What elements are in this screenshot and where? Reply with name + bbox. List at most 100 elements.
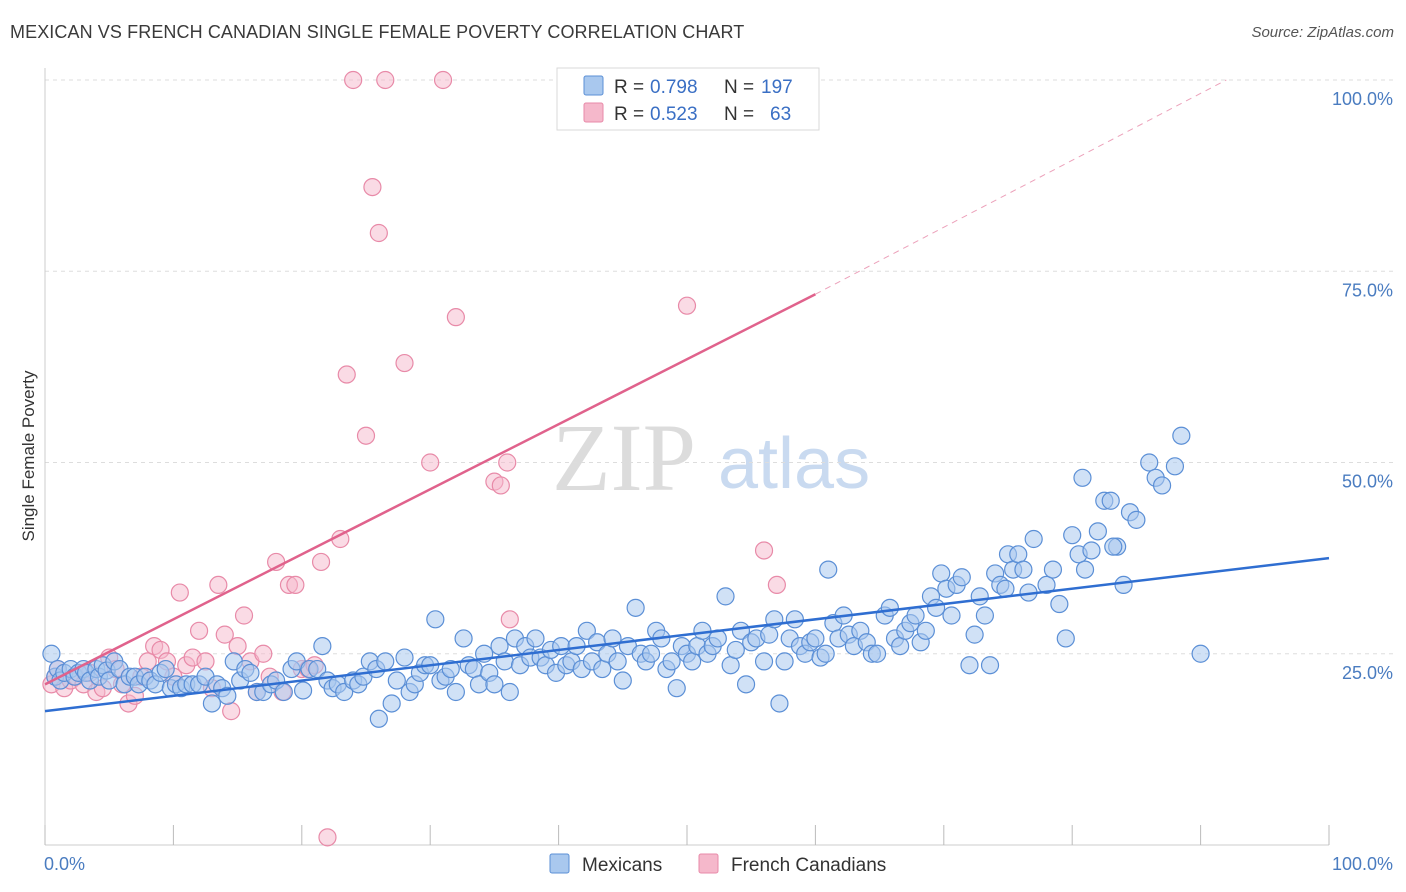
legend-n-label-1: N = (724, 77, 754, 98)
legend-n-label-2: N = (724, 104, 754, 125)
y-tick-label: 25.0% (1342, 663, 1393, 683)
mexicans-point (526, 629, 545, 648)
french-canadians-point (369, 223, 388, 243)
french-canadians-point (234, 606, 254, 625)
mexicans-point (577, 621, 596, 640)
mexicans-point (816, 644, 835, 663)
mexicans-point (490, 636, 509, 656)
mexicans-point (1075, 560, 1095, 579)
mexicans-point (806, 629, 825, 648)
french-canadians-point (228, 636, 247, 656)
mexicans-point (970, 587, 989, 606)
mexicans-trend-line (44, 556, 1330, 713)
french-canadians-trend-extension (815, 79, 1227, 295)
watermark-atlas: atlas (718, 424, 870, 504)
source-credit: Source: ZipAtlas.com (1251, 24, 1394, 41)
chart-title: MEXICAN VS FRENCH CANADIAN SINGLE FEMALE… (10, 22, 745, 42)
legend-swatch-french-canadians (583, 102, 604, 123)
french-canadians-point (196, 652, 215, 671)
mexicans-point (667, 679, 686, 698)
mexicans-point (891, 636, 910, 656)
grid-layer (45, 79, 1394, 655)
french-canadians-point (311, 552, 331, 572)
mexicans-point (1114, 575, 1133, 595)
mexicans-point (965, 625, 984, 644)
bottom-legend-swatch-french-canadians (698, 853, 719, 874)
mexicans-point (960, 656, 979, 675)
legend-r-value-2: 0.523 (650, 104, 698, 125)
mexicans-point (736, 675, 756, 694)
bottom-legend-mexicans: Mexicans (582, 855, 662, 876)
mexicans-point (693, 621, 712, 640)
mexicans-point (369, 709, 388, 728)
mexicans-point (1073, 468, 1092, 487)
mexicans-point (485, 675, 504, 694)
watermark-zip: ZIP (552, 404, 696, 511)
y-tick-label: 75.0% (1342, 280, 1393, 300)
mexicans-point (1043, 560, 1063, 579)
bottom-legend-french-canadians: French Canadians (731, 855, 886, 876)
legend-r-label-1: R = (614, 77, 644, 98)
mexicans-point (1127, 510, 1146, 529)
mexicans-point (1140, 453, 1159, 472)
mexicans-point (1009, 545, 1028, 564)
french-canadians-point (376, 70, 395, 90)
mexicans-point (1104, 537, 1123, 556)
french-canadians-point (446, 308, 465, 327)
french-canadians-point (433, 70, 453, 90)
mexicans-point (441, 659, 460, 679)
axis-layer: 25.0% 50.0% 75.0% 100.0% 0.0% 100.0% (44, 68, 1393, 874)
x-tick-label-min: 0.0% (44, 854, 85, 874)
mexicans-point (241, 663, 260, 682)
mexicans-point (274, 682, 293, 702)
mexicans-point (395, 648, 414, 667)
mexicans-point (726, 640, 745, 660)
mexicans-point (760, 625, 779, 644)
y-axis-title: Single Female Poverty (19, 370, 38, 542)
mexicans-point (980, 656, 1000, 675)
mexicans-point (754, 652, 774, 671)
mexicans-point (1063, 526, 1082, 545)
correlation-legend: R = 0.798 N = 197 R = 0.523 N = 63 (556, 67, 820, 131)
mexicans-point (906, 606, 925, 625)
series-legend: Mexicans French Canadians (549, 853, 886, 876)
mexicans-point (880, 598, 899, 617)
french-canadians-point (337, 365, 356, 384)
mexicans-point (867, 644, 887, 663)
mexicans-point (446, 682, 465, 702)
french-canadians-point (677, 296, 697, 315)
french-canadians-point (254, 644, 273, 663)
bottom-legend-swatch-mexicans (549, 853, 570, 874)
legend-n-value-1: 197 (761, 77, 793, 98)
mexicans-point (1172, 426, 1191, 445)
mexicans-point (916, 621, 935, 640)
mexicans-point (1050, 594, 1069, 614)
mexicans-point (1024, 529, 1043, 549)
french-canadians-point (363, 178, 382, 197)
mexicans-point (721, 656, 740, 675)
french-canadians-point (491, 476, 510, 495)
french-canadians-point (209, 575, 228, 595)
mexicans-point (593, 659, 612, 679)
mexicans-point (662, 652, 681, 671)
mexicans-point (1014, 560, 1033, 579)
mexicans-point (464, 659, 483, 679)
mexicans-point (1191, 644, 1210, 663)
french-canadians-point (498, 453, 517, 472)
mexicans-point (683, 652, 702, 671)
y-tick-label: 50.0% (1342, 472, 1393, 492)
mexicans-point (952, 568, 971, 587)
mexicans-point (785, 610, 804, 629)
mexicans-point (293, 681, 313, 700)
mexicans-point (996, 579, 1015, 598)
legend-r-label-2: R = (614, 104, 644, 125)
mexicans-point (926, 598, 946, 617)
mexicans-point (819, 560, 838, 579)
mexicans-point (454, 629, 473, 648)
french-canadians-point (222, 702, 241, 721)
legend-n-value-2: 63 (770, 104, 791, 125)
mexicans-point (1165, 457, 1185, 476)
mexicans-point (608, 652, 627, 671)
french-canadians-point (344, 70, 363, 90)
